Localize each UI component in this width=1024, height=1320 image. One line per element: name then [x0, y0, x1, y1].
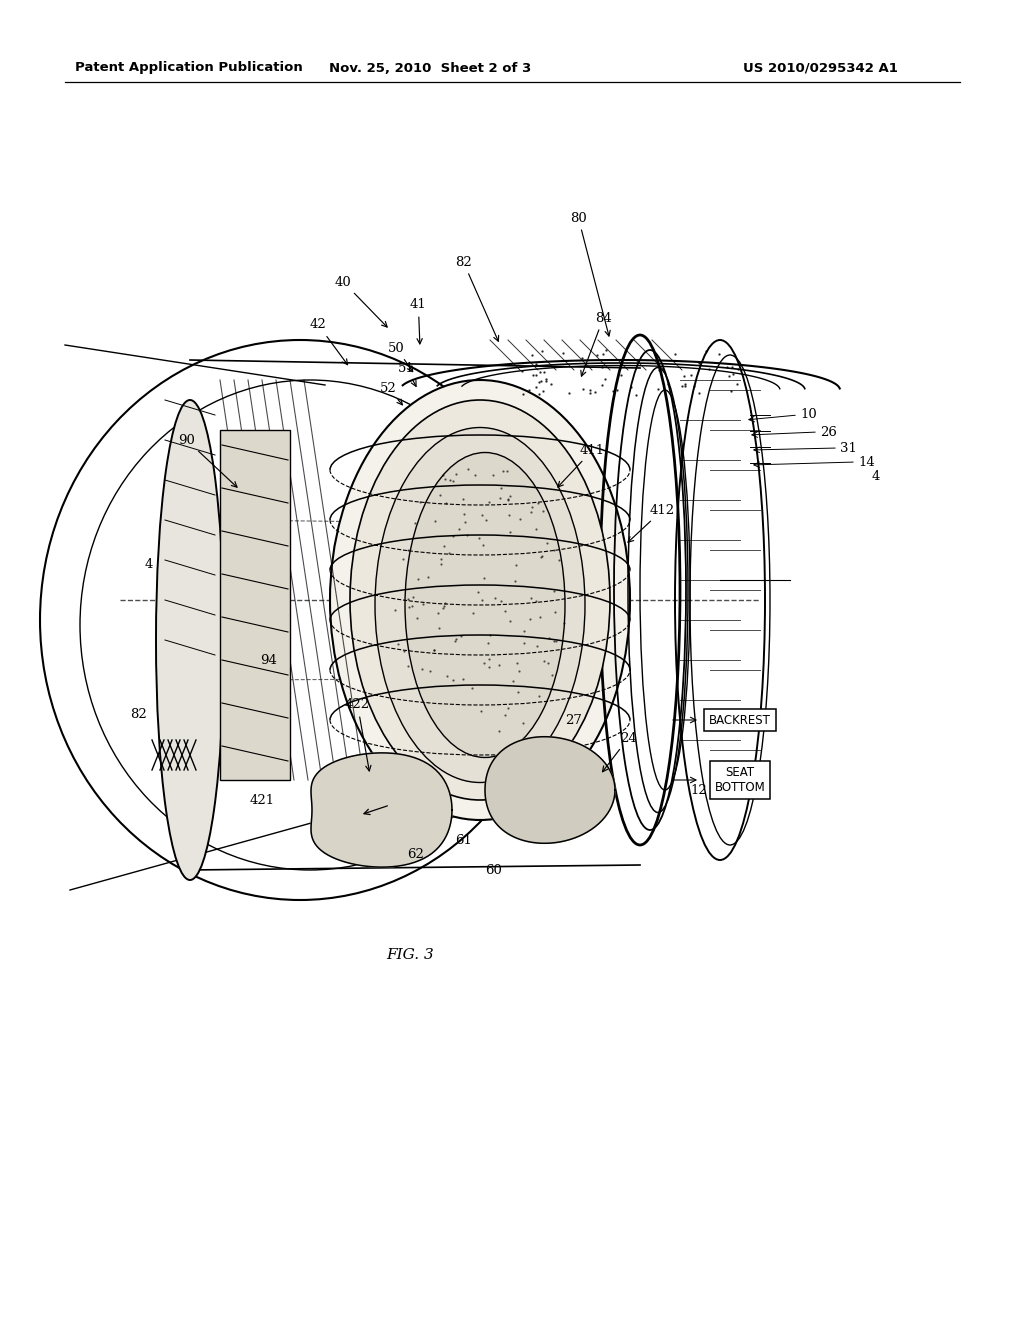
Ellipse shape — [350, 400, 610, 800]
Text: 422: 422 — [345, 698, 371, 771]
Text: US 2010/0295342 A1: US 2010/0295342 A1 — [742, 62, 897, 74]
Text: 82: 82 — [130, 709, 146, 722]
Text: 51: 51 — [398, 362, 416, 387]
Text: 12: 12 — [690, 784, 707, 796]
Ellipse shape — [330, 380, 630, 820]
Text: 60: 60 — [485, 863, 502, 876]
Text: 62: 62 — [407, 849, 424, 862]
Text: 27: 27 — [565, 714, 582, 726]
Text: 42: 42 — [310, 318, 347, 364]
Text: 90: 90 — [178, 433, 237, 487]
Text: Nov. 25, 2010  Sheet 2 of 3: Nov. 25, 2010 Sheet 2 of 3 — [329, 62, 531, 74]
Text: 41: 41 — [410, 298, 427, 345]
Text: 26: 26 — [820, 425, 837, 438]
Polygon shape — [220, 430, 290, 780]
Text: 52: 52 — [380, 381, 402, 405]
Text: 80: 80 — [570, 211, 610, 337]
Text: 94: 94 — [260, 653, 276, 667]
Text: 31: 31 — [840, 441, 857, 454]
Text: 421: 421 — [250, 793, 275, 807]
Text: 24: 24 — [602, 731, 637, 772]
Text: 61: 61 — [455, 833, 472, 846]
Text: 4: 4 — [145, 558, 154, 572]
Text: 14: 14 — [858, 455, 874, 469]
Text: 411: 411 — [558, 444, 605, 487]
Ellipse shape — [406, 453, 565, 758]
Ellipse shape — [156, 400, 224, 880]
Text: SEAT
BOTTOM: SEAT BOTTOM — [715, 766, 765, 795]
Text: 4: 4 — [872, 470, 881, 483]
Text: 10: 10 — [800, 408, 817, 421]
Text: Patent Application Publication: Patent Application Publication — [75, 62, 303, 74]
Text: BACKREST: BACKREST — [709, 714, 771, 726]
Polygon shape — [311, 752, 452, 867]
Polygon shape — [485, 737, 615, 843]
Text: 82: 82 — [455, 256, 499, 342]
Text: 40: 40 — [335, 276, 387, 327]
Text: 412: 412 — [628, 503, 675, 543]
Text: 84: 84 — [581, 312, 611, 376]
Ellipse shape — [375, 428, 585, 783]
Text: 50: 50 — [388, 342, 413, 372]
Text: FIG. 3: FIG. 3 — [386, 948, 434, 962]
